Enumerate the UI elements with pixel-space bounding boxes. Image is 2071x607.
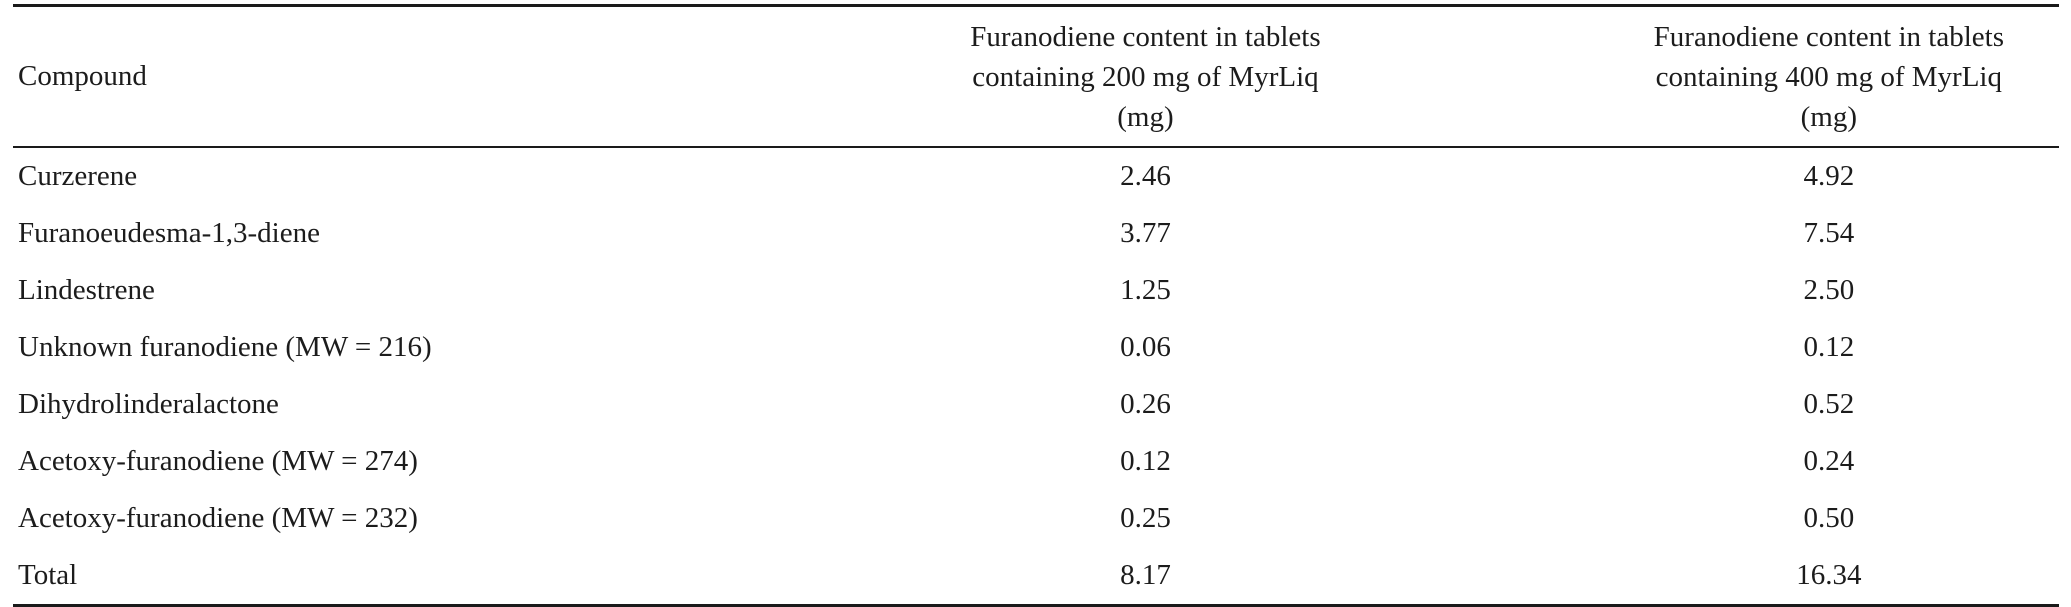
column-header-compound: Compound — [13, 5, 693, 148]
compound-cell: Acetoxy-furanodiene (MW = 232) — [18, 502, 418, 534]
compound-cell: Dihydrolinderalactone — [18, 388, 279, 420]
column-header-200mg: Furanodiene content in tablets containin… — [692, 5, 1599, 148]
value-cell-200mg: 0.12 — [1120, 445, 1171, 477]
column-header-200mg-line3: (mg) — [1117, 100, 1174, 133]
furanodiene-content-table: Compound Furanodiene content in tablets … — [13, 4, 2059, 607]
column-header-400mg-line1: Furanodiene content in tablets — [1653, 20, 2004, 53]
value-cell-400mg: 16.34 — [1796, 559, 1862, 591]
column-header-400mg-line2: containing 400 mg of MyrLiq — [1655, 60, 2002, 93]
value-cell-200mg: 2.46 — [1120, 160, 1171, 192]
table-row: Acetoxy-furanodiene (MW = 232) 0.25 0.50 — [13, 490, 2059, 547]
table-row: Lindestrene 1.25 2.50 — [13, 262, 2059, 319]
value-cell-200mg: 0.25 — [1120, 502, 1171, 534]
column-header-200mg-line1: Furanodiene content in tablets — [970, 20, 1321, 53]
value-cell-400mg: 0.50 — [1803, 502, 1855, 534]
header-row: Compound Furanodiene content in tablets … — [13, 5, 2059, 148]
column-header-400mg-line3: (mg) — [1800, 100, 1857, 133]
furanodiene-table-container: Compound Furanodiene content in tablets … — [13, 4, 2059, 607]
table-row: Dihydrolinderalactone 0.26 0.52 — [13, 376, 2059, 433]
value-cell-200mg: 0.26 — [1120, 388, 1171, 420]
compound-cell: Furanoeudesma-1,3-diene — [18, 217, 320, 249]
value-cell-400mg: 7.54 — [1803, 217, 1855, 249]
value-cell-400mg: 2.50 — [1803, 274, 1855, 306]
table-row: Furanoeudesma-1,3-diene 3.77 7.54 — [13, 205, 2059, 262]
compound-cell: Curzerene — [18, 160, 138, 192]
compound-cell: Total — [18, 559, 78, 591]
compound-cell: Unknown furanodiene (MW = 216) — [18, 331, 432, 363]
table-row: Curzerene 2.46 4.92 — [13, 147, 2059, 205]
table-row-total: Total 8.17 16.34 — [13, 547, 2059, 606]
value-cell-200mg: 0.06 — [1120, 331, 1171, 363]
column-header-200mg-line2: containing 200 mg of MyrLiq — [972, 60, 1319, 93]
value-cell-400mg: 0.24 — [1803, 445, 1855, 477]
value-cell-400mg: 0.52 — [1803, 388, 1855, 420]
value-cell-200mg: 1.25 — [1120, 274, 1171, 306]
compound-cell: Acetoxy-furanodiene (MW = 274) — [18, 445, 418, 477]
value-cell-200mg: 3.77 — [1120, 217, 1171, 249]
value-cell-400mg: 0.12 — [1803, 331, 1855, 363]
value-cell-400mg: 4.92 — [1803, 160, 1855, 192]
value-cell-200mg: 8.17 — [1120, 559, 1171, 591]
column-header-400mg: Furanodiene content in tablets containin… — [1598, 5, 2059, 148]
table-row: Acetoxy-furanodiene (MW = 274) 0.12 0.24 — [13, 433, 2059, 490]
compound-cell: Lindestrene — [18, 274, 155, 306]
table-row: Unknown furanodiene (MW = 216) 0.06 0.12 — [13, 319, 2059, 376]
